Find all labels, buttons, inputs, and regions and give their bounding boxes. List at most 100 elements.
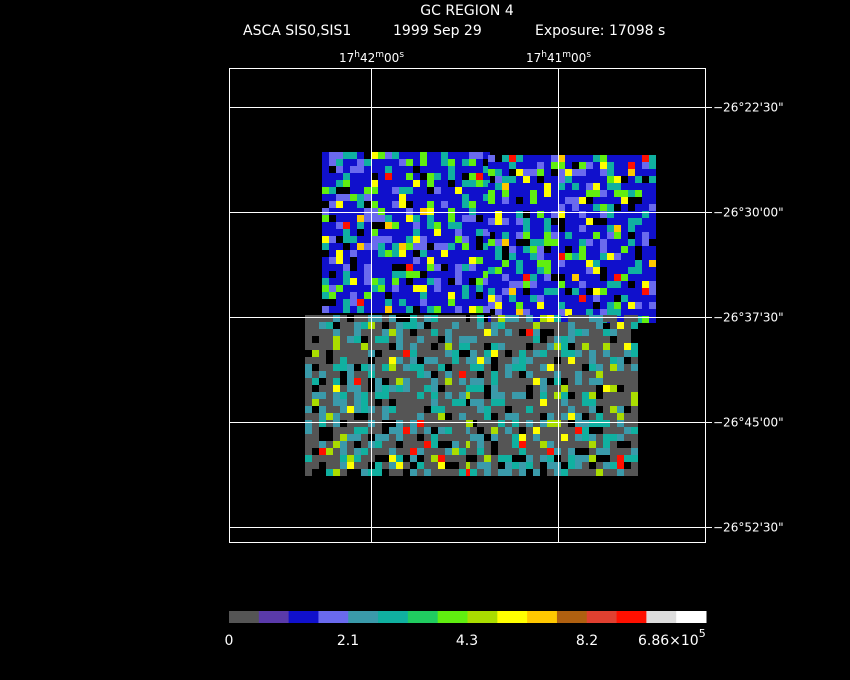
image-pixel (537, 246, 544, 253)
image-pixel (413, 243, 420, 250)
image-pixel (462, 187, 469, 194)
image-pixel (469, 222, 476, 229)
image-pixel (329, 194, 336, 201)
colorbar-swatch (258, 611, 290, 623)
image-pixel (347, 455, 354, 462)
image-pixel (488, 253, 495, 260)
image-pixel (477, 462, 484, 469)
image-pixel (469, 306, 476, 313)
image-pixel (434, 278, 441, 285)
image-pixel (329, 208, 336, 215)
image-pixel (600, 246, 607, 253)
image-pixel (551, 197, 558, 204)
image-pixel (347, 378, 354, 385)
image-pixel (452, 329, 459, 336)
image-pixel (642, 288, 649, 295)
colorbar-max-part: 6.86×10 (638, 633, 699, 649)
image-pixel (466, 357, 473, 364)
image-pixel (483, 229, 490, 236)
image-pixel (476, 306, 483, 313)
image-pixel (329, 250, 336, 257)
image-pixel (364, 208, 371, 215)
image-pixel (462, 166, 469, 173)
image-pixel (530, 288, 537, 295)
image-pixel (523, 232, 530, 239)
image-pixel (516, 169, 523, 176)
image-pixel (498, 364, 505, 371)
image-pixel (610, 427, 617, 434)
image-pixel (530, 155, 537, 162)
image-pixel (635, 155, 642, 162)
image-pixel (343, 152, 350, 159)
image-pixel (488, 155, 495, 162)
image-pixel (526, 406, 533, 413)
image-pixel (565, 225, 572, 232)
image-pixel (459, 462, 466, 469)
image-pixel (617, 336, 624, 343)
image-pixel (459, 336, 466, 343)
image-pixel (491, 399, 498, 406)
image-pixel (530, 218, 537, 225)
image-pixel (607, 239, 614, 246)
image-pixel (424, 392, 431, 399)
image-pixel (477, 364, 484, 371)
image-pixel (582, 385, 589, 392)
image-pixel (364, 285, 371, 292)
image-pixel (371, 194, 378, 201)
image-pixel (572, 155, 579, 162)
image-pixel (329, 180, 336, 187)
image-pixel (572, 260, 579, 267)
image-pixel (512, 434, 519, 441)
image-pixel (336, 194, 343, 201)
image-pixel (424, 343, 431, 350)
image-pixel (635, 232, 642, 239)
image-pixel (312, 427, 319, 434)
image-pixel (631, 378, 638, 385)
image-pixel (459, 364, 466, 371)
image-pixel (572, 239, 579, 246)
image-pixel (600, 232, 607, 239)
image-pixel (635, 295, 642, 302)
image-pixel (484, 336, 491, 343)
image-pixel (593, 239, 600, 246)
image-pixel (357, 187, 364, 194)
image-pixel (305, 455, 312, 462)
image-pixel (354, 455, 361, 462)
image-pixel (445, 350, 452, 357)
image-pixel (470, 469, 477, 476)
image-pixel (572, 176, 579, 183)
image-pixel (589, 350, 596, 357)
image-pixel (333, 434, 340, 441)
image-pixel (526, 448, 533, 455)
image-pixel (600, 309, 607, 316)
image-pixel (375, 413, 382, 420)
image-pixel (649, 155, 656, 162)
image-pixel (600, 176, 607, 183)
image-pixel (600, 239, 607, 246)
image-pixel (635, 183, 642, 190)
image-pixel (420, 236, 427, 243)
image-pixel (413, 236, 420, 243)
image-pixel (312, 322, 319, 329)
image-pixel (378, 285, 385, 292)
image-pixel (371, 152, 378, 159)
image-pixel (512, 448, 519, 455)
image-pixel (396, 392, 403, 399)
image-pixel (336, 229, 343, 236)
image-pixel (392, 201, 399, 208)
image-pixel (406, 208, 413, 215)
image-pixel (509, 225, 516, 232)
image-pixel (305, 420, 312, 427)
image-pixel (431, 462, 438, 469)
image-pixel (389, 357, 396, 364)
image-pixel (523, 267, 530, 274)
image-pixel (614, 190, 621, 197)
image-pixel (477, 399, 484, 406)
image-pixel (371, 271, 378, 278)
image-pixel (399, 173, 406, 180)
image-pixel (364, 271, 371, 278)
image-pixel (389, 441, 396, 448)
image-pixel (635, 218, 642, 225)
image-pixel (322, 194, 329, 201)
image-pixel (452, 420, 459, 427)
